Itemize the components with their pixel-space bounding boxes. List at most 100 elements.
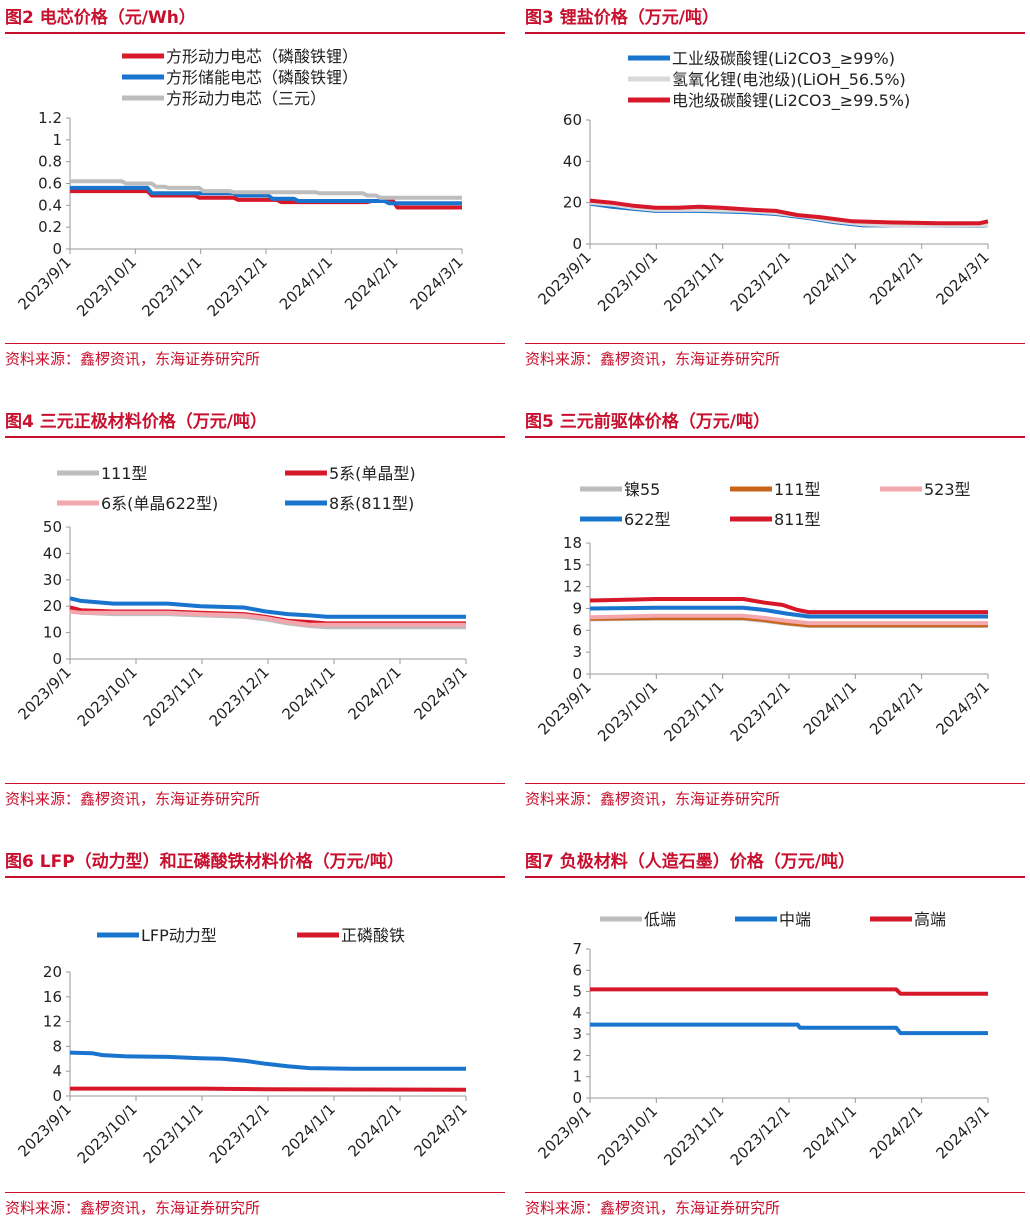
legend-label: 111型 — [101, 464, 148, 483]
chart-title: 图2 电芯价格（元/Wh） — [5, 4, 505, 34]
x-tick-label: 2024/3/1 — [410, 1100, 470, 1160]
x-tick-label: 2024/2/1 — [866, 678, 926, 738]
series-line — [69, 609, 466, 627]
x-tick-label: 2023/12/1 — [204, 253, 271, 320]
chart-title: 图7 负极材料（人造石墨）价格（万元/吨） — [525, 848, 1025, 878]
series-line — [589, 613, 988, 626]
y-tick-label: 2 — [572, 1046, 582, 1064]
y-tick-label: 1 — [52, 131, 62, 149]
chart-title: 图3 锂盐价格（万元/吨） — [525, 4, 1025, 34]
series-line — [69, 1050, 466, 1071]
y-tick-label: 40 — [563, 152, 582, 170]
legend-label: 6系(单晶622型) — [101, 494, 218, 513]
x-tick-label: 2023/11/1 — [138, 253, 205, 320]
y-tick-label: 1 — [572, 1068, 582, 1086]
y-tick-label: 6 — [572, 621, 582, 639]
legend-label: 低端 — [644, 910, 676, 929]
x-tick-label: 2024/1/1 — [278, 1100, 338, 1160]
x-tick-label: 2024/2/1 — [344, 1100, 404, 1160]
series-line — [70, 185, 462, 206]
series-line — [589, 198, 989, 226]
chart-anode-price: 0 1 2 3 4 5 6 7 2023/9/1 2023/10/1 2023/11/1 2023/1… — [534, 910, 992, 1169]
series-line — [70, 179, 462, 200]
x-tick-label: 2024/2/1 — [866, 248, 926, 308]
source-note: 资料来源：鑫椤资讯，东海证券研究所 — [525, 1192, 1025, 1218]
panel-cell-price: 图2 电芯价格（元/Wh） 0 0.2 0.4 0.6 0.8 1 1.2 2023/9/1 2… — [5, 4, 505, 376]
x-tick-label: 2023/9/1 — [534, 1102, 594, 1162]
y-tick-label: 4 — [572, 1004, 582, 1022]
x-tick-label: 2024/3/1 — [932, 678, 992, 738]
x-tick-label: 2023/11/1 — [660, 248, 727, 315]
source-note: 资料来源：鑫椤资讯，东海证券研究所 — [5, 1192, 505, 1218]
panel-ternary-cathode-price: 图4 三元正极材料价格（万元/吨） 0 10 20 30 40 50 2023/9/1 202… — [5, 408, 505, 808]
series-line — [589, 605, 988, 619]
x-tick-label: 2023/10/1 — [73, 253, 140, 320]
x-tick-label: 2023/11/1 — [140, 663, 207, 730]
y-tick-label: 60 — [563, 111, 582, 129]
series-line — [590, 1022, 988, 1036]
y-tick-label: 20 — [43, 597, 62, 615]
x-tick-label: 2024/1/1 — [278, 663, 338, 723]
x-tick-label: 2024/2/1 — [341, 253, 401, 313]
x-tick-label: 2023/12/1 — [206, 663, 273, 730]
legend-label: LFP动力型 — [141, 926, 217, 945]
series-line — [589, 616, 988, 628]
chart-lithium-salt-price: 0 20 40 60 2023/9/1 2023/10/1 2023/11/1 2023/12… — [534, 49, 992, 315]
y-tick-label: 16 — [43, 988, 62, 1006]
x-tick-label: 2023/10/1 — [594, 678, 661, 745]
y-tick-label: 0 — [52, 650, 62, 668]
x-tick-label: 2023/12/1 — [727, 678, 794, 745]
y-tick-label: 0.6 — [38, 175, 62, 193]
x-tick-label: 2023/11/1 — [140, 1100, 207, 1167]
y-tick-label: 0 — [572, 235, 582, 253]
y-tick-label: 30 — [43, 571, 62, 589]
chart-title: 图5 三元前驱体价格（万元/吨） — [525, 408, 1025, 438]
chart-cell-price: 00.20.40.60.811.22023/9/12023/10/12023/1… — [14, 47, 466, 320]
panel-lithium-salt-price: 图3 锂盐价格（万元/吨） 0 20 40 60 2023/9/1 2023/10/1 20… — [525, 4, 1025, 376]
panel-lfp-price: 图6 LFP（动力型）和正磷酸铁材料价格（万元/吨） 0 4 8 12 16 20 2023… — [5, 848, 505, 1220]
x-tick-label: 2023/9/1 — [534, 248, 594, 308]
legend-label: 正磷酸铁 — [341, 926, 405, 945]
x-tick-label: 2024/1/1 — [276, 253, 336, 313]
source-note: 资料来源：鑫椤资讯，东海证券研究所 — [525, 783, 1025, 809]
series-line — [590, 987, 988, 996]
x-tick-label: 2023/12/1 — [727, 248, 794, 315]
legend-label: 811型 — [774, 510, 821, 529]
y-tick-label: 1.2 — [38, 109, 62, 127]
x-tick-label: 2023/12/1 — [727, 1102, 794, 1169]
x-tick-label: 2023/11/1 — [660, 1102, 727, 1169]
y-tick-label: 9 — [572, 600, 582, 618]
y-tick-label: 50 — [43, 518, 62, 536]
source-note: 资料来源：鑫椤资讯，东海证券研究所 — [5, 783, 505, 809]
source-note: 资料来源：鑫椤资讯，东海证券研究所 — [5, 343, 505, 369]
legend-label: 方形动力电芯（磷酸铁锂） — [166, 47, 358, 66]
x-tick-label: 2024/3/1 — [932, 1102, 992, 1162]
y-tick-label: 20 — [43, 963, 62, 981]
panel-ternary-precursor-price: 图5 三元前驱体价格（万元/吨） 0 3 6 9 12 15 18 2023/9/1 2023/… — [525, 408, 1025, 808]
y-tick-label: 7 — [572, 940, 582, 958]
y-tick-label: 20 — [563, 194, 582, 212]
x-tick-label: 2023/10/1 — [74, 663, 141, 730]
x-tick-label: 2024/1/1 — [800, 1102, 860, 1162]
series-line — [69, 596, 466, 619]
legend-label: 电池级碳酸锂(Li2CO3_≥99.5%) — [672, 91, 910, 111]
y-tick-label: 15 — [563, 556, 582, 574]
y-tick-label: 10 — [43, 624, 62, 642]
x-tick-label: 2024/3/1 — [932, 248, 992, 308]
y-tick-label: 0 — [572, 665, 582, 683]
y-tick-label: 5 — [572, 983, 582, 1001]
y-tick-label: 18 — [563, 534, 582, 552]
x-tick-label: 2023/11/1 — [660, 678, 727, 745]
y-tick-label: 0 — [572, 1089, 582, 1107]
y-tick-label: 0 — [52, 240, 62, 258]
y-tick-label: 0.4 — [38, 196, 62, 214]
x-tick-label: 2023/10/1 — [594, 1102, 661, 1169]
x-tick-label: 2024/3/1 — [410, 663, 470, 723]
y-tick-label: 12 — [43, 1013, 62, 1031]
legend-label: 111型 — [774, 480, 821, 499]
x-tick-label: 2024/2/1 — [344, 663, 404, 723]
x-tick-label: 2024/1/1 — [800, 248, 860, 308]
legend-label: 中端 — [779, 910, 811, 929]
x-tick-label: 2023/9/1 — [14, 1100, 74, 1160]
chart-ternary-precursor-price: 0 3 6 9 12 15 18 2023/9/1 2023/10/1 2023/11/1 2023… — [534, 480, 992, 745]
